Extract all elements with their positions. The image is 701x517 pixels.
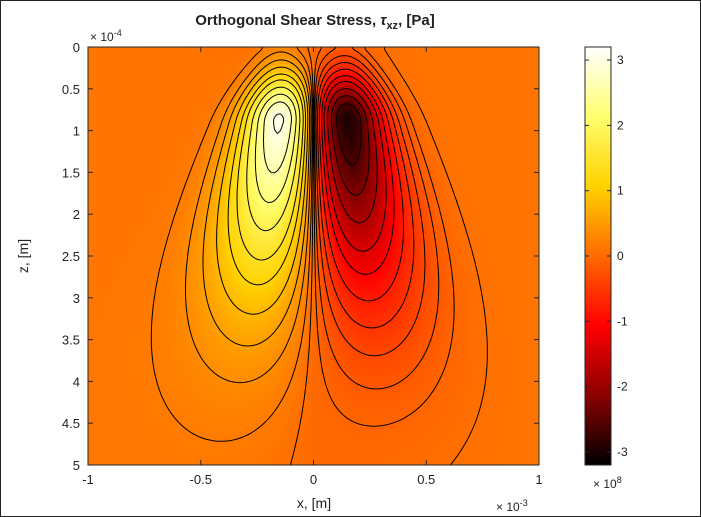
contour-line-16 [227,73,307,286]
contour-line-9 [314,46,440,390]
chart-title: Orthogonal Shear Stress, τxz, [Pa] [195,12,435,32]
contour-line-11 [290,46,488,466]
colorbar-gradient [584,46,612,466]
contour-line-14 [202,59,311,347]
contour-line-5 [321,75,395,275]
contour-line-15 [216,66,309,315]
contour-lines [150,46,488,466]
colorbar-tick-label: 1 [617,184,624,198]
y-tick-label: 0 [73,40,80,55]
x-tick-label: 0 [310,472,317,487]
contour-line-13 [185,51,312,384]
contour-line-17 [236,79,304,261]
y-axis-multiplier: × 10-4 [90,28,122,44]
contour-line-21 [273,113,285,134]
colorbar-tick-label: -3 [617,445,628,459]
colorbar-multiplier-base: × 10 [593,477,617,491]
colorbar-tick-label: 3 [617,53,624,67]
x-axis-label: x, [m] [297,495,331,511]
contour-line-7 [317,62,415,329]
contour-line-12 [150,46,313,442]
y-tick-label: 4.5 [62,416,80,431]
contour-line-8 [315,55,426,357]
colorbar-multiplier-exp: 8 [617,475,622,485]
y-tick-label: 0.5 [62,82,80,97]
plot-area [87,46,540,466]
contour-line-10 [313,46,455,427]
y-tick-label: 3.5 [62,333,80,348]
colorbar-tick-label: -1 [617,314,628,328]
y-axis-ticks: 0 0.5 1 1.5 2 2.5 3 3.5 4 4.5 5 [62,40,539,473]
chart-title-symbol: τ [380,12,387,29]
contour-line-2 [330,95,370,196]
y-tick-label: 1 [73,124,80,139]
x-axis-multiplier: × 10-3 [496,498,528,514]
colorbar: 3 2 1 0 -1 -2 -3 × 108 [584,46,628,491]
y-multiplier-base: × 10 [90,30,114,44]
y-tick-label: 1.5 [62,165,80,180]
y-tick-label: 4 [73,374,80,389]
x-tick-label: -1 [82,472,94,487]
x-tick-label: -0.5 [190,472,212,487]
chart-title-text: Orthogonal Shear Stress, [195,12,380,29]
x-tick-label: 0.5 [417,472,435,487]
chart-title-subscript: xz [386,20,398,32]
x-axis-ticks: -1 -0.5 0 0.5 1 [82,47,543,487]
y-multiplier-exp: -4 [114,28,122,38]
x-multiplier-exp: -3 [520,498,528,508]
y-tick-label: 5 [73,458,80,473]
y-axis-label: z, [m] [15,239,31,273]
contour-line-4 [323,81,387,252]
colorbar-tick-label: -2 [617,380,628,394]
y-tick-label: 2.5 [62,249,80,264]
y-tick-label: 2 [73,207,80,222]
x-tick-label: 1 [535,472,542,487]
y-tick-label: 3 [73,291,80,306]
contour-line-1 [335,103,362,166]
chart-title-unit: , [Pa] [398,12,435,29]
contour-line-6 [318,68,404,302]
colorbar-multiplier: × 108 [593,475,622,491]
contour-line-20 [263,101,292,174]
x-multiplier-base: × 10 [496,500,520,514]
contour-line-19 [254,93,297,203]
contour-line-18 [246,86,301,232]
colorbar-tick-label: 2 [617,118,624,132]
contour-line-3 [326,88,378,224]
colorbar-tick-label: 0 [617,249,624,263]
colorbar-ticks: 3 2 1 0 -1 -2 -3 [585,53,628,459]
